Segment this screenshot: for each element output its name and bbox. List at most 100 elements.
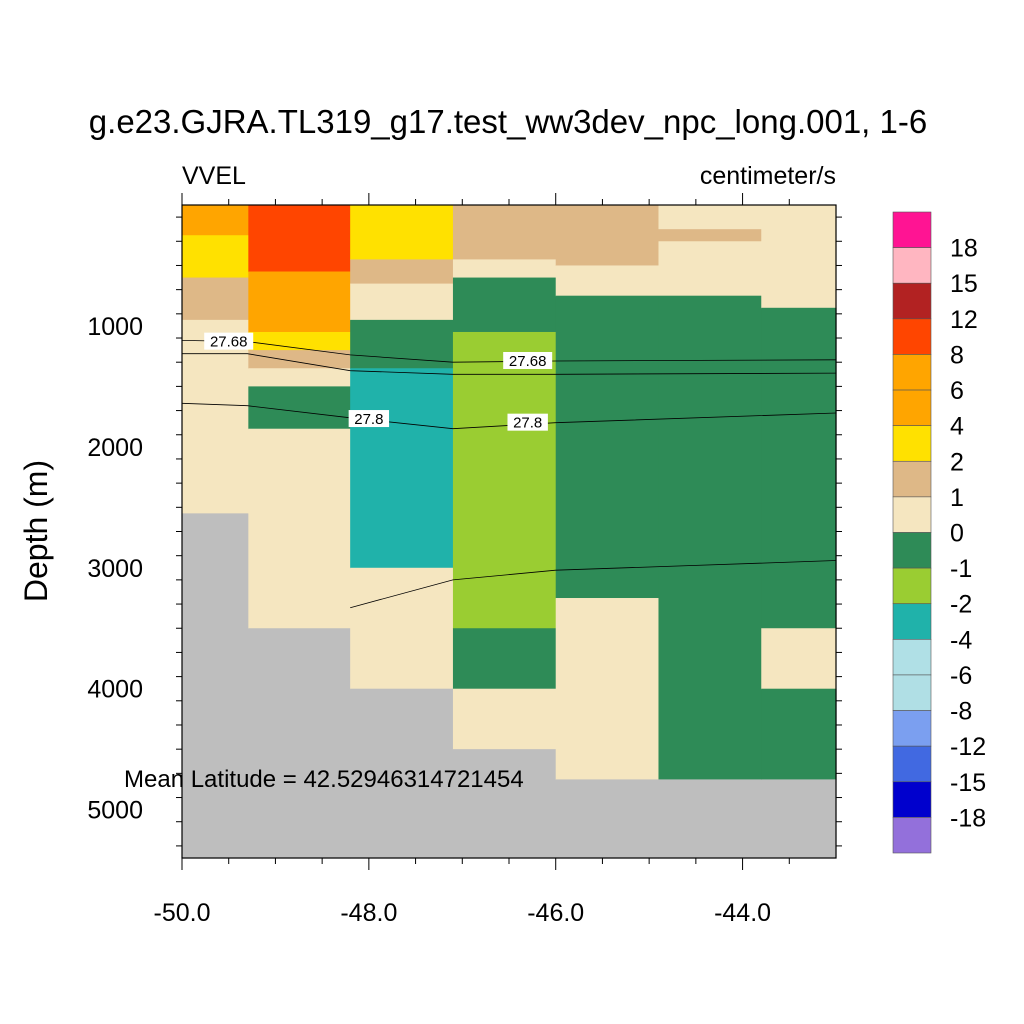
heatmap-cell: [452, 259, 557, 279]
x-tick-label: -44.0: [714, 899, 771, 927]
colorbar-label: 15: [950, 270, 978, 298]
colorbar-swatch: [892, 567, 932, 605]
colorbar-label: -15: [950, 769, 986, 797]
colorbar-labels: 18 15 12 8 6 4 2 1 0 -1 -2 -4 -6 -8 -12 -15 -18: [950, 235, 986, 833]
variable-label: VVEL: [182, 162, 246, 190]
colorbar-swatch: [892, 460, 932, 498]
x-tick-label: -46.0: [527, 899, 584, 927]
y-tick-label: 1000: [87, 313, 143, 341]
colorbar-swatch: [892, 745, 932, 783]
heatmap-cell: [452, 331, 557, 629]
colorbar-label: 1: [950, 484, 964, 512]
colorbar-swatch: [892, 532, 932, 569]
colorbar: [892, 211, 932, 854]
heatmap-cell: [761, 307, 837, 629]
x-tick-label: -50.0: [154, 899, 211, 927]
heatmap-cell: [248, 350, 351, 369]
colorbar-label: 0: [950, 520, 964, 548]
heatmap-cell: [248, 628, 351, 859]
heatmap-cell: [248, 205, 351, 273]
heatmap-cell: [658, 295, 762, 780]
heatmap-cell: [248, 428, 351, 629]
colorbar-label: -6: [950, 662, 972, 690]
colorbar-swatch: [892, 247, 932, 284]
contour-label-box: [503, 351, 553, 369]
contour-line: [181, 402, 837, 430]
y-tick-labels: 1000 2000 3000 4000 5000: [87, 313, 143, 825]
heatmap-cell: [555, 598, 660, 780]
contour-line: [182, 353, 837, 375]
colorbar-swatch: [892, 781, 932, 818]
axis-ticks: [176, 193, 842, 870]
heatmap-cell: [658, 779, 762, 859]
chart-title: g.e23.GJRA.TL319_g17.test_ww3dev_npc_lon…: [89, 103, 927, 140]
colorbar-label: 8: [950, 341, 964, 369]
mean-latitude-annotation: Mean Latitude = 42.52946314721454: [124, 766, 524, 793]
colorbar-label: 2: [950, 448, 964, 476]
contour-label: 27.68: [509, 353, 547, 370]
contour-label-box: [507, 413, 548, 431]
heatmap-cell: [248, 331, 351, 351]
contour-label-box: [204, 332, 254, 350]
colorbar-swatch: [892, 603, 932, 640]
colorbar-swatch: [892, 318, 932, 355]
colorbar-label: 4: [950, 413, 964, 441]
contour-label-box: [348, 410, 390, 428]
x-tick-labels: -50.0 -48.0 -46.0 -44.0: [154, 899, 772, 927]
heatmap-cell: [350, 688, 454, 859]
heatmap-cell: [350, 567, 454, 690]
heatmap-cell: [658, 229, 762, 242]
colorbar-swatch: [892, 817, 932, 854]
colorbar-swatch: [892, 496, 932, 533]
colorbar-label: 12: [950, 306, 978, 334]
colorbar-swatch: [892, 639, 932, 676]
contour-label: 27.8: [513, 415, 542, 432]
y-tick-label: 2000: [87, 434, 143, 462]
heatmap-cell: [452, 205, 557, 261]
heatmap-cell: [350, 283, 454, 321]
colorbar-label: -8: [950, 698, 972, 726]
colorbar-label: 18: [950, 235, 978, 263]
contour-labels: 27.68 27.68 27.8 27.8: [204, 332, 553, 432]
heatmap-cell: [555, 205, 660, 267]
colorbar-swatch: [892, 674, 932, 711]
heatmap-cell: [761, 688, 837, 780]
x-tick-label: -48.0: [340, 899, 397, 927]
heatmap-cell: [761, 628, 837, 690]
heatmap-cell: [350, 205, 454, 261]
y-tick-label: 4000: [87, 676, 143, 704]
colorbar-swatch: [892, 389, 932, 426]
units-label: centimeter/s: [700, 162, 836, 190]
heatmap-cell: [182, 319, 249, 514]
y-tick-label: 3000: [87, 555, 143, 583]
colorbar-swatch: [892, 211, 932, 248]
colorbar-swatch: [892, 710, 932, 747]
colorbar-swatch: [892, 282, 932, 320]
heatmap-cell: [658, 205, 762, 230]
heatmap-cell: [350, 368, 454, 569]
heatmap-cell: [350, 259, 454, 285]
colorbar-label: 6: [950, 377, 964, 405]
heatmap-cells: [182, 205, 837, 859]
heatmap-cell: [182, 513, 249, 859]
heatmap-cell: [452, 628, 557, 690]
heatmap-cell: [452, 277, 557, 333]
y-tick-label: 5000: [87, 797, 143, 825]
colorbar-label: -2: [950, 591, 972, 619]
heatmap-cell: [248, 271, 351, 333]
heatmap-cell: [182, 277, 249, 321]
contour-line: [350, 560, 837, 609]
heatmap-cell: [761, 779, 837, 859]
heatmap-cell: [658, 241, 762, 297]
colorbar-swatch: [892, 425, 932, 462]
colorbar-label: -12: [950, 733, 986, 761]
colorbar-label: -4: [950, 626, 972, 654]
heatmap-cell: [761, 205, 837, 309]
y-axis-label: Depth (m): [18, 460, 54, 602]
contour-label: 27.8: [354, 411, 383, 428]
colorbar-label: -18: [950, 804, 986, 832]
heatmap-cell: [182, 235, 249, 279]
heatmap-cell: [452, 688, 557, 750]
heatmap-cell: [555, 779, 660, 859]
